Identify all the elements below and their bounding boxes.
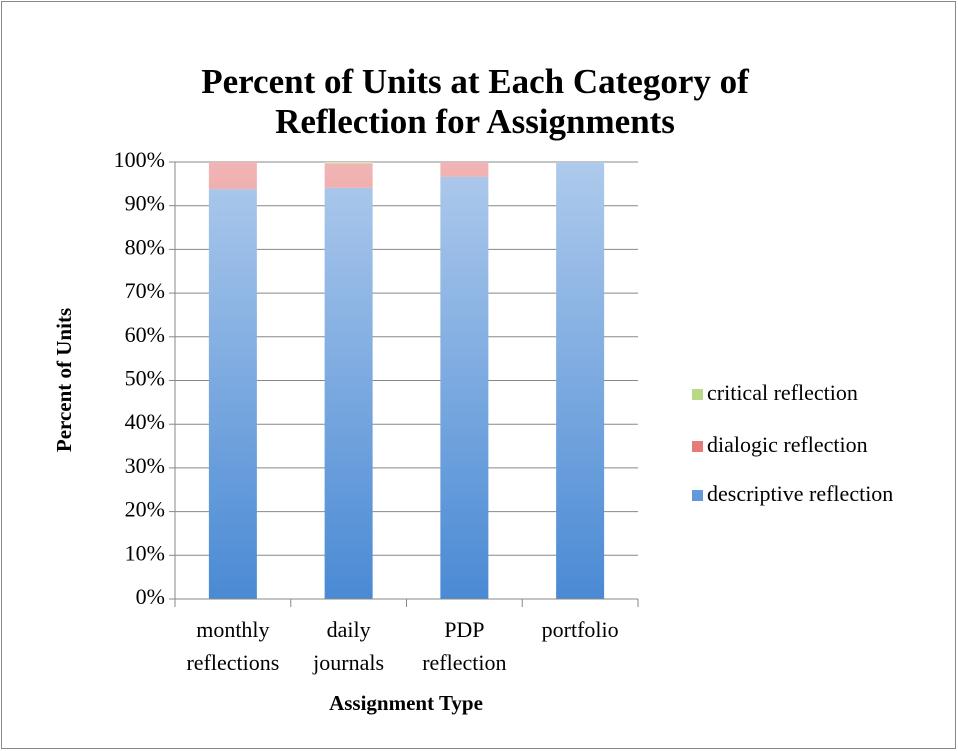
y-tick-label: 70% bbox=[125, 278, 165, 303]
y-tick-label: 20% bbox=[125, 497, 165, 522]
x-tick-label: portfolio bbox=[542, 617, 619, 642]
bar-segment bbox=[208, 189, 257, 599]
legend-swatch bbox=[692, 441, 703, 452]
legend-label: critical reflection bbox=[707, 380, 858, 405]
y-tick-label: 30% bbox=[125, 453, 165, 478]
x-tick-label: monthly reflections bbox=[186, 617, 279, 675]
legend-swatch bbox=[692, 490, 703, 501]
bar-segment bbox=[324, 187, 373, 599]
bar-segment bbox=[556, 162, 605, 599]
bar-segment bbox=[440, 176, 489, 599]
y-axis-title: Percent of Units bbox=[52, 308, 76, 452]
bar-segment bbox=[440, 162, 489, 177]
x-tick-label: daily journals bbox=[312, 617, 384, 675]
x-axis-title: Assignment Type bbox=[329, 691, 483, 715]
bar-segment bbox=[324, 163, 373, 188]
legend-swatch bbox=[692, 389, 703, 400]
y-tick-label: 100% bbox=[114, 147, 165, 172]
legend-label: descriptive reflection bbox=[707, 481, 893, 506]
y-tick-label: 40% bbox=[125, 409, 165, 434]
bar-segment bbox=[324, 162, 373, 164]
y-tick-label: 50% bbox=[125, 366, 165, 391]
chart-title: Percent of Units at Each Category of Refl… bbox=[201, 62, 749, 141]
y-tick-label: 10% bbox=[125, 540, 165, 565]
y-tick-label: 90% bbox=[125, 191, 165, 216]
x-tick-label: PDP reflection bbox=[422, 617, 506, 675]
y-tick-label: 0% bbox=[136, 584, 165, 609]
y-tick-label: 60% bbox=[125, 322, 165, 347]
legend-label: dialogic reflection bbox=[707, 432, 868, 457]
y-tick-label: 80% bbox=[125, 234, 165, 259]
bar-segment bbox=[208, 162, 257, 190]
